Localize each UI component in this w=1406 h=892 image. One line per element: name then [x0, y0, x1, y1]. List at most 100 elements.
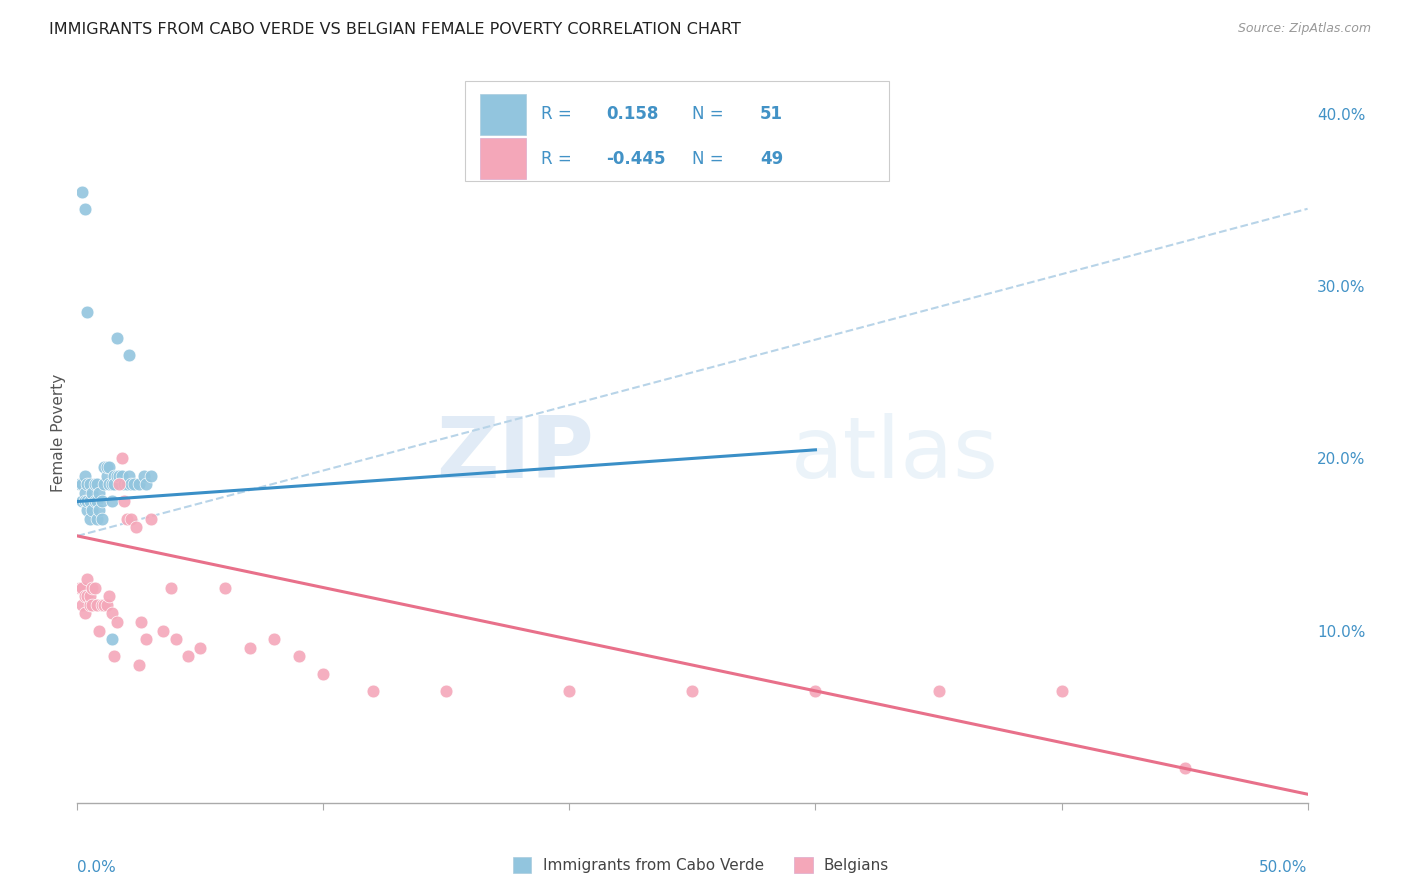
Point [128, 477, 150, 491]
Point [214, 581, 236, 595]
Point [89, 624, 111, 638]
Point [82, 486, 104, 500]
Text: Source: ZipAtlas.com: Source: ZipAtlas.com [1237, 22, 1371, 36]
Point [103, 468, 125, 483]
Point [70, 581, 93, 595]
Point [190, 640, 212, 655]
Point [558, 684, 581, 698]
Point [108, 477, 131, 491]
Point [105, 468, 128, 483]
Point [79, 589, 101, 603]
Point [93, 477, 115, 491]
Point [90, 598, 114, 612]
Point [131, 615, 153, 629]
Text: R =: R = [541, 150, 576, 168]
Point [76, 572, 98, 586]
Point [83, 477, 105, 491]
Point [73, 607, 96, 621]
Point [69, 477, 91, 491]
Point [101, 477, 124, 491]
Point [69, 581, 91, 595]
Point [70, 494, 93, 508]
Point [76, 589, 98, 603]
Point [89, 503, 111, 517]
Point [1050, 684, 1073, 698]
Point [101, 494, 124, 508]
Point [70, 477, 93, 491]
Point [239, 640, 262, 655]
Point [86, 494, 108, 508]
Point [70, 185, 93, 199]
Point [103, 477, 125, 491]
Text: Immigrants from Cabo Verde: Immigrants from Cabo Verde [543, 858, 763, 872]
Point [73, 202, 96, 216]
Text: 0.158: 0.158 [606, 105, 659, 123]
Point [361, 684, 384, 698]
Point [101, 607, 124, 621]
Point [98, 477, 121, 491]
Point [90, 512, 114, 526]
Point [79, 477, 101, 491]
Point [115, 477, 138, 491]
Point [98, 589, 121, 603]
FancyBboxPatch shape [479, 138, 526, 179]
Point [86, 512, 108, 526]
Point [89, 486, 111, 500]
Point [82, 598, 104, 612]
Point [82, 581, 104, 595]
FancyBboxPatch shape [479, 94, 526, 135]
Text: atlas: atlas [792, 413, 998, 496]
Point [73, 589, 96, 603]
Point [105, 615, 128, 629]
Point [122, 477, 145, 491]
Point [83, 581, 105, 595]
Point [128, 658, 150, 673]
Point [141, 512, 163, 526]
Text: -0.445: -0.445 [606, 150, 666, 168]
Point [73, 468, 96, 483]
Text: IMMIGRANTS FROM CABO VERDE VS BELGIAN FEMALE POVERTY CORRELATION CHART: IMMIGRANTS FROM CABO VERDE VS BELGIAN FE… [49, 22, 741, 37]
Point [79, 512, 101, 526]
Text: R =: R = [541, 105, 576, 123]
Point [76, 503, 98, 517]
Point [111, 468, 132, 483]
Point [79, 598, 101, 612]
Point [105, 331, 128, 345]
Point [152, 624, 174, 638]
Point [96, 468, 118, 483]
Point [132, 468, 155, 483]
Point [112, 477, 135, 491]
Point [436, 684, 458, 698]
Text: 0.0%: 0.0% [77, 860, 117, 875]
Point [73, 486, 96, 500]
Point [73, 494, 96, 508]
Point [82, 503, 104, 517]
Text: 51: 51 [761, 105, 783, 123]
Point [86, 477, 108, 491]
Point [90, 494, 114, 508]
Point [86, 598, 108, 612]
Point [79, 494, 101, 508]
Point [1174, 761, 1197, 775]
Point [121, 477, 143, 491]
Text: N =: N = [693, 105, 730, 123]
Y-axis label: Female Poverty: Female Poverty [51, 374, 66, 491]
Point [76, 494, 98, 508]
Point [93, 598, 115, 612]
Point [135, 632, 157, 647]
Point [101, 632, 124, 647]
Point [177, 649, 200, 664]
Text: 50.0%: 50.0% [1260, 860, 1308, 875]
Point [121, 512, 143, 526]
FancyBboxPatch shape [465, 81, 890, 181]
Point [928, 684, 950, 698]
Point [288, 649, 311, 664]
Point [93, 460, 115, 475]
Text: 49: 49 [761, 150, 783, 168]
Point [118, 348, 141, 362]
Point [160, 581, 183, 595]
Point [135, 477, 157, 491]
Text: N =: N = [693, 150, 730, 168]
Point [98, 460, 121, 475]
Point [83, 494, 105, 508]
